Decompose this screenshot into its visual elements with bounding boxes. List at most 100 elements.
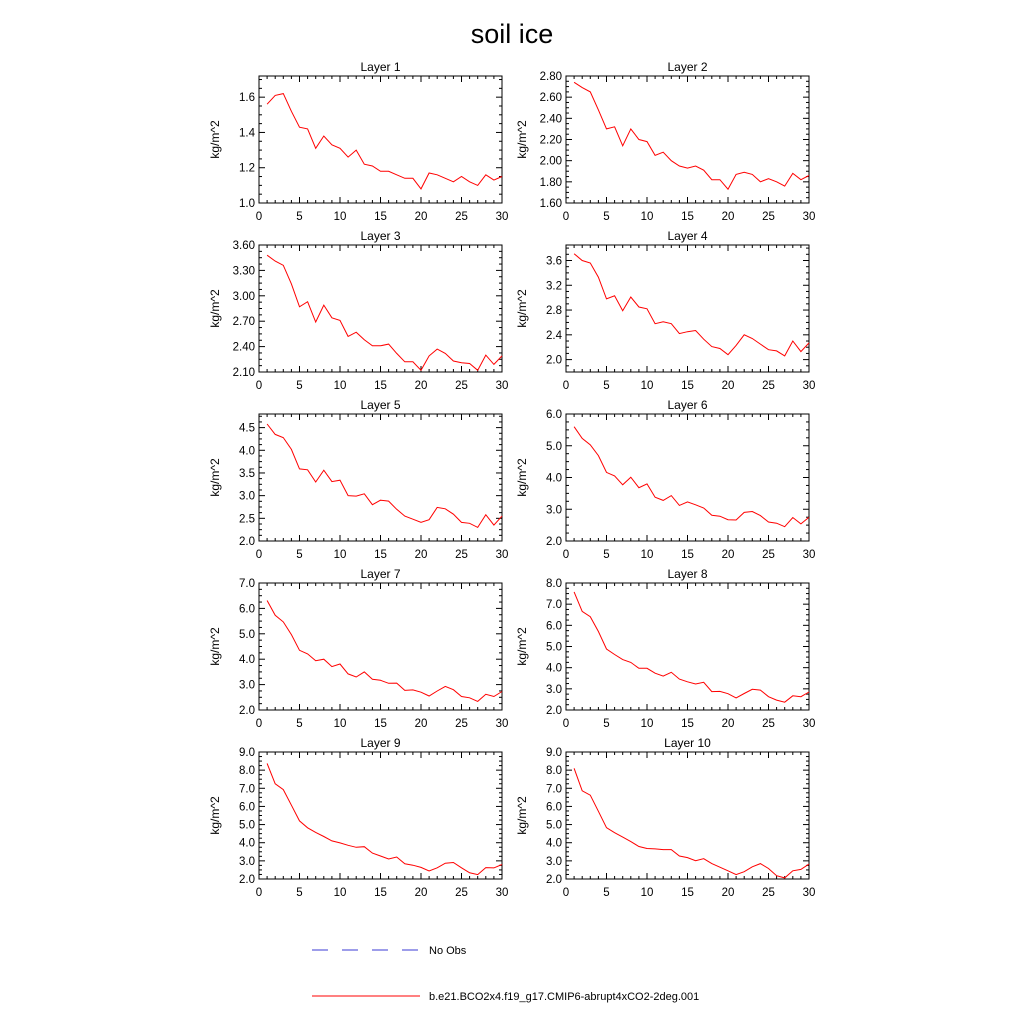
x-tick-label: 20: [415, 549, 428, 561]
y-tick-label: 4.0: [546, 663, 562, 675]
legend-label-2: b.e21.BCO2x4.f19_g17.CMIP6-abrupt4xCO2-2…: [429, 991, 699, 1003]
y-axis-label: kg/m^2: [208, 120, 222, 159]
x-tick-label: 10: [334, 887, 347, 899]
series-line: [266, 423, 503, 529]
panel-layer-5: Layer 5 0 5 10 15 20 25 30 2.0 2.5 3.0 3.5 4.0 4.5 kg/…: [208, 398, 508, 561]
y-tick-label: 3.00: [233, 291, 255, 303]
panel-title: Layer 7: [360, 567, 400, 581]
legend-label-1: No Obs: [429, 945, 467, 957]
y-tick-label: 3.30: [233, 265, 255, 277]
legend: No Obs b.e21.BCO2x4.f19_g17.CMIP6-abrupt4…: [312, 945, 699, 1003]
y-tick-label: 2.60: [540, 92, 562, 104]
y-tick-label: 6.0: [546, 801, 562, 813]
y-tick-label: 7.0: [239, 783, 255, 795]
y-tick-label: 4.0: [239, 654, 255, 666]
series-line: [266, 763, 503, 876]
y-tick-label: 4.0: [546, 838, 562, 850]
y-tick-label: 4.5: [239, 423, 255, 435]
plot-frame: [258, 244, 503, 373]
x-tick-label: 30: [803, 718, 816, 730]
plot-frame: [565, 582, 810, 711]
x-tick-label: 30: [496, 380, 509, 392]
x-tick-label: 30: [803, 211, 816, 223]
x-tick-label: 10: [334, 718, 347, 730]
y-tick-label: 9.0: [239, 747, 255, 759]
x-tick-label: 5: [603, 718, 609, 730]
x-tick-label: 0: [256, 211, 262, 223]
x-tick-label: 20: [415, 887, 428, 899]
y-tick-label: 9.0: [546, 747, 562, 759]
plot-frame: [258, 75, 503, 204]
y-tick-label: 3.6: [546, 255, 562, 267]
x-tick-label: 15: [681, 887, 694, 899]
y-tick-label: 2.5: [239, 513, 255, 525]
y-tick-label: 5.0: [546, 642, 562, 654]
panel-title: Layer 3: [360, 229, 400, 243]
y-tick-label: 1.4: [239, 127, 256, 139]
x-tick-label: 0: [563, 718, 569, 730]
y-tick-label: 3.0: [546, 684, 562, 696]
x-tick-label: 5: [296, 887, 302, 899]
plot-frame: [565, 751, 810, 880]
x-tick-label: 0: [256, 887, 262, 899]
y-tick-label: 2.4: [546, 330, 563, 342]
x-tick-label: 15: [374, 718, 387, 730]
y-tick-label: 2.40: [233, 342, 255, 354]
x-tick-label: 20: [415, 380, 428, 392]
y-tick-label: 8.0: [546, 578, 562, 590]
x-tick-label: 10: [641, 549, 654, 561]
series-line: [266, 93, 503, 190]
x-tick-label: 15: [374, 549, 387, 561]
figure-title: soil ice: [471, 19, 554, 49]
x-tick-label: 25: [455, 549, 468, 561]
y-tick-label: 6.0: [546, 620, 562, 632]
y-tick-label: 3.0: [239, 680, 255, 692]
x-tick-label: 25: [762, 211, 775, 223]
x-tick-label: 25: [762, 718, 775, 730]
y-tick-label: 1.6: [239, 92, 255, 104]
x-tick-label: 20: [722, 718, 735, 730]
y-tick-label: 2.10: [233, 367, 255, 379]
series-line: [573, 426, 810, 528]
x-tick-label: 10: [334, 380, 347, 392]
y-axis-label: kg/m^2: [208, 458, 222, 497]
y-tick-label: 7.0: [239, 578, 255, 590]
x-tick-label: 30: [803, 887, 816, 899]
panel-title: Layer 2: [667, 60, 707, 74]
y-tick-label: 2.0: [239, 705, 255, 717]
y-tick-label: 6.0: [239, 801, 255, 813]
y-tick-label: 3.5: [239, 468, 255, 480]
x-tick-label: 25: [455, 718, 468, 730]
y-tick-label: 3.2: [546, 280, 562, 292]
y-tick-label: 2.0: [546, 536, 562, 548]
panel-title: Layer 6: [667, 398, 707, 412]
y-tick-label: 3.0: [239, 491, 255, 503]
x-tick-label: 20: [722, 211, 735, 223]
x-tick-label: 10: [641, 887, 654, 899]
panel-layer-10: Layer 10 0 5 10 15 20 25 30 2.0 3.0 4.0 5.0 6.0 7.0 8.…: [515, 736, 815, 899]
series-line: [573, 591, 810, 703]
x-tick-label: 25: [762, 887, 775, 899]
plot-frame: [565, 413, 810, 542]
y-axis-label: kg/m^2: [208, 627, 222, 666]
y-axis-label: kg/m^2: [515, 289, 529, 328]
panel-title: Layer 1: [360, 60, 400, 74]
y-tick-label: 2.0: [239, 874, 255, 886]
x-tick-label: 5: [296, 549, 302, 561]
x-tick-label: 15: [681, 380, 694, 392]
plot-frame: [565, 244, 810, 373]
panel-title: Layer 4: [667, 229, 707, 243]
series-line: [573, 253, 810, 357]
x-tick-label: 20: [415, 718, 428, 730]
y-tick-label: 5.0: [546, 441, 562, 453]
y-tick-label: 6.0: [239, 603, 255, 615]
x-tick-label: 0: [256, 718, 262, 730]
x-tick-label: 5: [603, 549, 609, 561]
panel-layer-7: Layer 7 0 5 10 15 20 25 30 2.0 3.0 4.0 5.0 6.0 7.0 kg/…: [208, 567, 508, 730]
plot-frame: [258, 413, 503, 542]
series-line: [573, 81, 810, 191]
y-axis-label: kg/m^2: [208, 796, 222, 835]
y-tick-label: 4.0: [546, 473, 562, 485]
x-tick-label: 0: [563, 549, 569, 561]
